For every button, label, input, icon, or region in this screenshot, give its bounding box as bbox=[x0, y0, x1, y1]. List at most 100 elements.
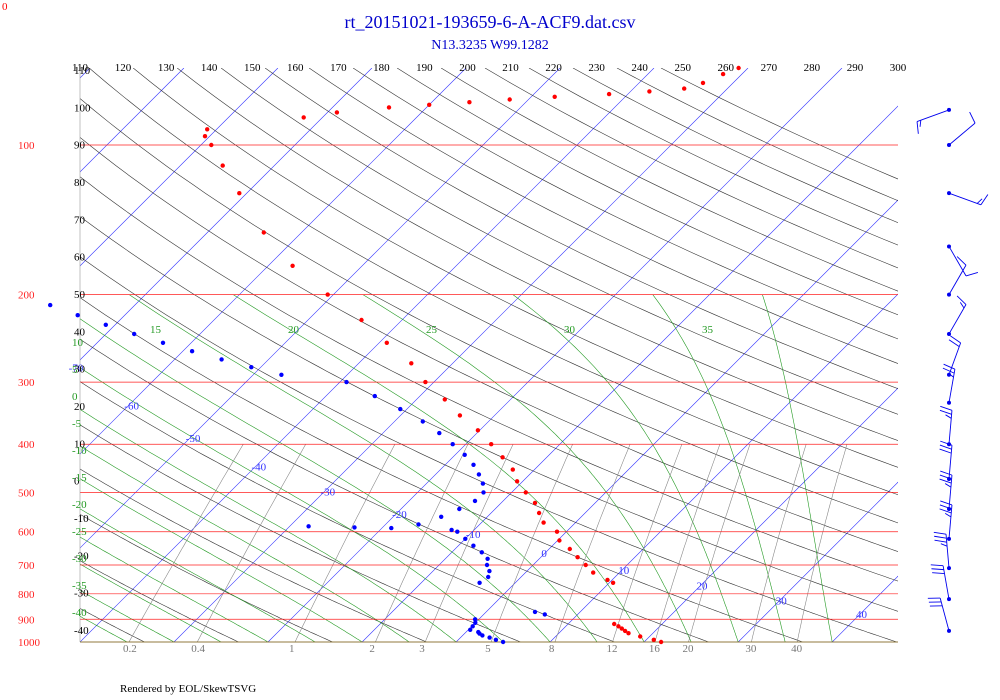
wind-barb bbox=[933, 531, 951, 571]
corner-label: 0 bbox=[2, 1, 8, 13]
data-series bbox=[48, 65, 741, 645]
dry-adiabat-line bbox=[264, 68, 898, 390]
isotherm-line bbox=[173, 68, 749, 642]
dry-adiabat-line bbox=[660, 68, 898, 180]
temperature-point bbox=[510, 467, 515, 472]
temperature-point bbox=[209, 142, 214, 148]
temperature-point bbox=[423, 379, 428, 385]
wind-barb-flag bbox=[939, 409, 952, 415]
dewpoint-point bbox=[476, 629, 481, 635]
wind-barb bbox=[947, 256, 967, 297]
temperature-point bbox=[567, 546, 572, 552]
mixing-ratio-line bbox=[294, 444, 396, 642]
moist-adiabat-line bbox=[80, 589, 175, 642]
top-theta-label: 220 bbox=[545, 62, 562, 74]
wind-barb-staff bbox=[948, 122, 976, 146]
wind-barb-flag bbox=[944, 513, 952, 518]
dewpoint-point bbox=[75, 313, 80, 318]
temperature-point bbox=[261, 230, 266, 235]
dewpoint-point bbox=[103, 322, 109, 327]
footer-credit: Rendered by EOL/SkewTSVG bbox=[120, 683, 257, 695]
mixing-ratio-label: 8 bbox=[549, 643, 555, 655]
left-theta-label: 10 bbox=[74, 438, 86, 450]
dry-adiabat-line bbox=[80, 560, 239, 642]
wind-barb-flag bbox=[939, 444, 952, 450]
wind-barb bbox=[942, 363, 956, 405]
isotherm-label: -10 bbox=[466, 529, 481, 541]
dry-adiabat-line bbox=[308, 68, 898, 364]
dry-adiabat-line bbox=[80, 98, 898, 524]
temperature-point bbox=[575, 555, 580, 560]
temperature-point bbox=[384, 340, 389, 345]
wind-barb-staff bbox=[948, 410, 953, 445]
dewpoint-point bbox=[249, 365, 254, 370]
wind-barbs bbox=[916, 107, 989, 633]
moist-adiabat-line bbox=[80, 508, 316, 642]
temperature-point bbox=[583, 562, 588, 568]
temperature-point bbox=[616, 624, 621, 629]
wind-barb-flag bbox=[934, 539, 947, 543]
wind-barb-flag bbox=[934, 535, 947, 539]
wind-barb bbox=[939, 405, 953, 447]
dry-adiabat-line bbox=[80, 381, 615, 642]
dry-adiabat-line bbox=[80, 176, 898, 582]
wind-barb-flag bbox=[942, 367, 955, 374]
wind-barb-flag bbox=[959, 302, 965, 309]
dewpoint-point bbox=[372, 393, 377, 399]
mixing-ratio-label: 12 bbox=[607, 643, 618, 655]
temperature-point bbox=[386, 105, 392, 110]
isotherm-line bbox=[831, 575, 898, 642]
moist-adiabat-line bbox=[762, 294, 833, 642]
wind-barb-flag bbox=[939, 474, 952, 480]
moist-adiabat-left-label: 10 bbox=[72, 337, 84, 349]
wind-barb-flag bbox=[933, 531, 947, 535]
dry-adiabat-line bbox=[89, 68, 898, 496]
top-theta-label: 230 bbox=[588, 62, 605, 74]
isotherm-line bbox=[267, 68, 843, 642]
wind-barb-flag bbox=[945, 414, 952, 419]
grid-lines bbox=[79, 68, 898, 643]
wind-barb-staff bbox=[948, 264, 967, 295]
dewpoint-point bbox=[48, 302, 53, 308]
wind-barb bbox=[939, 440, 953, 482]
moist-adiabat-left-label: 5 bbox=[72, 364, 78, 376]
left-theta-label: 40 bbox=[74, 326, 86, 338]
mixing-ratio-label: 30 bbox=[745, 643, 757, 655]
dewpoint-point bbox=[487, 635, 492, 640]
top-theta-label: 170 bbox=[330, 62, 347, 74]
temperature-point bbox=[682, 86, 687, 91]
dry-adiabat-line bbox=[80, 468, 427, 642]
wind-barb bbox=[947, 191, 989, 206]
isotherm-line bbox=[643, 387, 898, 642]
left-theta-label: 90 bbox=[74, 140, 86, 152]
wind-barb bbox=[939, 470, 953, 511]
moist-adiabat-left-label: -25 bbox=[72, 526, 87, 538]
wind-barb bbox=[939, 500, 953, 541]
isotherm-line bbox=[361, 105, 898, 642]
left-theta-label: 60 bbox=[74, 252, 86, 264]
temperature-point bbox=[325, 292, 330, 297]
temperature-point bbox=[700, 80, 706, 86]
temperature-point bbox=[554, 529, 560, 534]
wind-barb-flag bbox=[939, 448, 952, 454]
temperature-point bbox=[489, 442, 494, 447]
isotherm-label: -20 bbox=[392, 509, 407, 521]
wind-barb-flag bbox=[919, 120, 922, 127]
mixing-ratio-label: 0.4 bbox=[191, 643, 205, 655]
dewpoint-point bbox=[219, 357, 224, 362]
temperature-point bbox=[622, 628, 628, 634]
dewpoint-point bbox=[420, 419, 425, 424]
dewpoint-point bbox=[416, 522, 421, 527]
left-theta-label: -30 bbox=[74, 588, 89, 600]
dry-adiabat-line bbox=[572, 68, 898, 224]
temperature-point bbox=[605, 577, 610, 583]
wind-barb-flag bbox=[932, 572, 945, 575]
temperature-point bbox=[290, 263, 295, 268]
isotherm-label: -60 bbox=[124, 401, 139, 413]
chart-subtitle: N13.3235 W99.1282 bbox=[431, 38, 549, 53]
temperature-point bbox=[220, 163, 225, 168]
top-theta-label: 200 bbox=[459, 62, 476, 74]
isotherm-label: 40 bbox=[856, 609, 868, 621]
temperature-point bbox=[591, 570, 596, 575]
dry-adiabat-line bbox=[528, 68, 898, 246]
